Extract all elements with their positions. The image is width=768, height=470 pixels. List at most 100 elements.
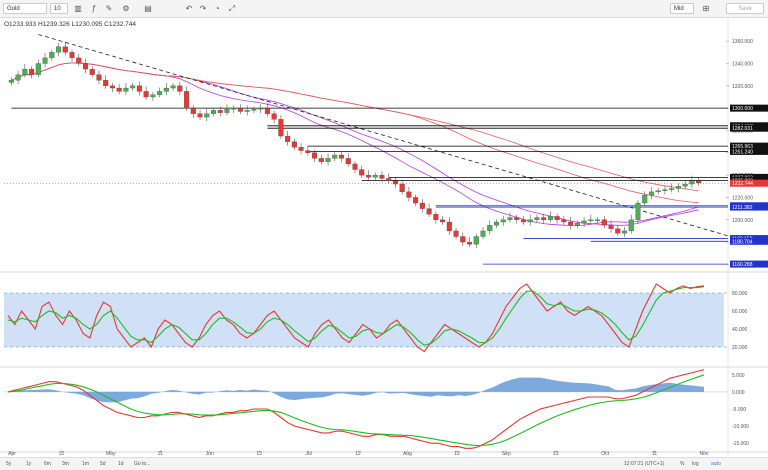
candle-body (467, 241, 473, 245)
redo-icon[interactable]: ↷ (199, 4, 207, 13)
candle-body (298, 147, 304, 151)
candle-body (460, 236, 466, 243)
alert-icon[interactable]: ◔ (214, 4, 220, 13)
level-label-bg (730, 179, 768, 187)
candle-body (527, 219, 533, 223)
goto-button[interactable]: Go to... (134, 461, 151, 467)
candle-body (278, 119, 284, 137)
candle-body (89, 68, 95, 75)
drawing-icon[interactable]: ✎ (105, 4, 113, 13)
candle-body (42, 57, 48, 64)
price-axis-label: 1220.000 (732, 195, 753, 201)
candle-body (568, 221, 574, 226)
undo-icon[interactable]: ↶ (185, 4, 193, 13)
indicators-icon[interactable]: ƒ (91, 4, 97, 13)
time-axis-label: Jul (305, 451, 311, 457)
candle-body (622, 230, 628, 234)
candle-body (372, 174, 378, 178)
rsi-axis-label: 40.000 (732, 327, 748, 333)
candle-body (581, 220, 587, 224)
candle-body (635, 202, 641, 220)
time-axis-label: 11 (652, 451, 657, 457)
level-label: 1265.963 (732, 144, 753, 150)
chart-type-icon[interactable]: ▥ (74, 4, 82, 13)
bottom-bar: 5y 1y 6m 3m 1m 5d 1d Go to... 12:07:21 (… (0, 457, 768, 470)
candle-body (547, 216, 553, 220)
time-axis-label: Apr (8, 451, 16, 457)
candle-body (143, 91, 149, 98)
candle-body (487, 225, 493, 232)
candle-body (339, 154, 345, 159)
level-label: 1160.288 (732, 262, 753, 268)
auto-toggle[interactable]: auto (711, 461, 721, 467)
macd-axis-label: -5.000 (732, 407, 746, 413)
candle-body (352, 163, 358, 170)
candle-body (561, 219, 567, 223)
ohlc-high: H1239.326 (37, 21, 70, 28)
candle-body (332, 154, 338, 159)
candle-body (595, 219, 601, 221)
candle-body (628, 219, 634, 232)
candle-body (217, 110, 223, 113)
clock-readout: 12:07:21 (UTC+1) (624, 461, 665, 467)
percent-toggle[interactable]: % (680, 461, 685, 467)
candle-body (318, 158, 324, 162)
candle-body (493, 221, 500, 226)
time-axis-label: 13 (256, 451, 262, 457)
candle-body (669, 188, 675, 190)
layout-icon[interactable]: ▤ (144, 4, 152, 13)
candle-body (123, 87, 129, 92)
candle-body (251, 109, 257, 111)
candle-body (365, 174, 371, 178)
candle-body (210, 110, 217, 114)
time-axis-label: Aug (403, 451, 412, 457)
candle-body (500, 219, 506, 223)
range-3m[interactable]: 3m (62, 461, 69, 467)
ohlc-open: O1233.933 (4, 21, 37, 28)
price-mode-label: Mid (674, 6, 684, 12)
range-1d[interactable]: 1d (118, 461, 124, 467)
range-1y[interactable]: 1y (26, 461, 32, 467)
fullscreen-icon[interactable]: ⤢ (228, 4, 236, 13)
rsi-axis-label: 80.000 (732, 291, 748, 297)
range-6m[interactable]: 6m (44, 461, 51, 467)
time-axis-label: Jun (206, 451, 214, 457)
range-5d[interactable]: 5d (100, 461, 106, 467)
candle-body (49, 52, 55, 59)
trendline (38, 34, 735, 239)
settings-gear-icon[interactable]: ⚙ (122, 4, 130, 13)
candle-body (29, 68, 35, 75)
range-5y[interactable]: 5y (6, 461, 12, 467)
interval-selector[interactable]: 10 (50, 3, 68, 14)
interval-label: 10 (54, 6, 61, 12)
grid-layout-icon[interactable]: ⊞ (702, 4, 710, 13)
macd-axis-label: -15.000 (732, 441, 749, 447)
candle-body (56, 46, 62, 53)
level-label: 1232.744 (732, 181, 753, 187)
price-axis-label: 1320.000 (732, 84, 753, 90)
candle-body (190, 107, 196, 114)
price-mode-selector[interactable]: Mid (670, 3, 694, 14)
log-toggle[interactable]: log (692, 461, 699, 467)
time-axis-label: 12 (355, 451, 361, 457)
range-1m[interactable]: 1m (82, 461, 89, 467)
candle-body (399, 183, 405, 193)
candle-body (473, 236, 479, 245)
candle-body (116, 87, 122, 92)
symbol-selector[interactable]: Gold (3, 3, 47, 14)
candle-body (62, 46, 68, 53)
save-button[interactable]: Save (726, 3, 764, 14)
candle-body (184, 91, 190, 109)
time-axis-label: Nov (700, 451, 709, 457)
candle-body (520, 219, 526, 223)
candle-body (136, 85, 142, 92)
candle-body (291, 141, 297, 148)
candle-body (541, 217, 547, 220)
level-label: 1261.240 (732, 149, 753, 155)
candle-body (574, 222, 580, 226)
level-label: 1211.382 (732, 205, 753, 211)
ohlc-readout: O1233.933 H1239.326 L1230.095 C1232.744 (4, 21, 136, 28)
candle-body (392, 180, 398, 185)
moving-average-line (11, 62, 699, 204)
